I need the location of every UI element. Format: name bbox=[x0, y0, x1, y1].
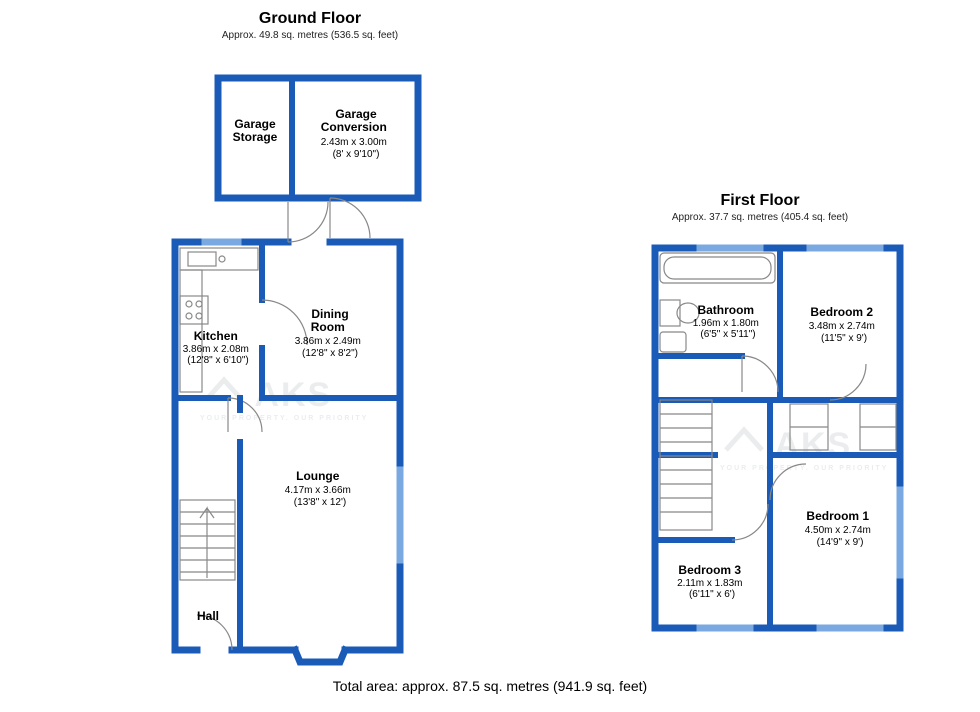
svg-text:Bedroom 3 2.11m x 1.83m: Bedroom 3 2.11m x 1.83m (6'11" x 6') bbox=[677, 561, 747, 600]
svg-text:GarageStorage: GarageStorage bbox=[233, 117, 278, 144]
garage-conversion-label: GarageConversion 2.43m x 3.00m (8' x 9'1… bbox=[321, 107, 392, 160]
svg-text:Bedroom 2 3.48m x 2.74m: Bedroom 2 3.48m x 2.74m (11'5" x 9') bbox=[809, 303, 880, 344]
svg-text:Hall: Hall bbox=[197, 609, 219, 623]
svg-text:GarageConversion 2.43m x: GarageConversion 2.43m x 3.00m (8' x 9'1… bbox=[321, 107, 392, 160]
kitchen-label: Kitchen 3.86m x 2.08m (12'8" x 6'10") bbox=[183, 327, 254, 366]
svg-text:Kitchen 3.86m x 2.08m: Kitchen 3.86m x 2.08m (12'8" x 6'10") bbox=[183, 327, 254, 366]
ground-floor-svg: GarageStorage GarageConversion 2.43m x 3… bbox=[0, 0, 980, 712]
kitchen-fixtures bbox=[180, 248, 258, 392]
garage-storage-label: GarageStorage bbox=[233, 117, 278, 144]
hall-label: Hall bbox=[197, 609, 219, 623]
lounge-label: Lounge 4.17m x 3.66m (13'8" x 12') bbox=[285, 467, 356, 508]
bedroom1-label: Bedroom 1 4.50m x 2.74m (14'9" x 9') bbox=[805, 507, 876, 548]
svg-text:Bathroom 1.96m x 1.80m: Bathroom 1.96m x 1.80m (6'5" x 5'11") bbox=[693, 301, 764, 340]
ground-main bbox=[175, 202, 400, 662]
garage-block bbox=[218, 78, 418, 238]
svg-text:Lounge 4.17m x 3.66m: Lounge 4.17m x 3.66m (13'8" x 12') bbox=[285, 467, 356, 508]
bathroom-label: Bathroom 1.96m x 1.80m (6'5" x 5'11") bbox=[693, 301, 764, 340]
stairs-first bbox=[660, 400, 712, 530]
stairs-ground bbox=[180, 500, 235, 580]
svg-text:Bedroom 1 4.50m x 2.74m: Bedroom 1 4.50m x 2.74m (14'9" x 9') bbox=[805, 507, 876, 548]
bedroom3-label: Bedroom 3 2.11m x 1.83m (6'11" x 6') bbox=[677, 561, 747, 600]
bedroom2-label: Bedroom 2 3.48m x 2.74m (11'5" x 9') bbox=[809, 303, 880, 344]
